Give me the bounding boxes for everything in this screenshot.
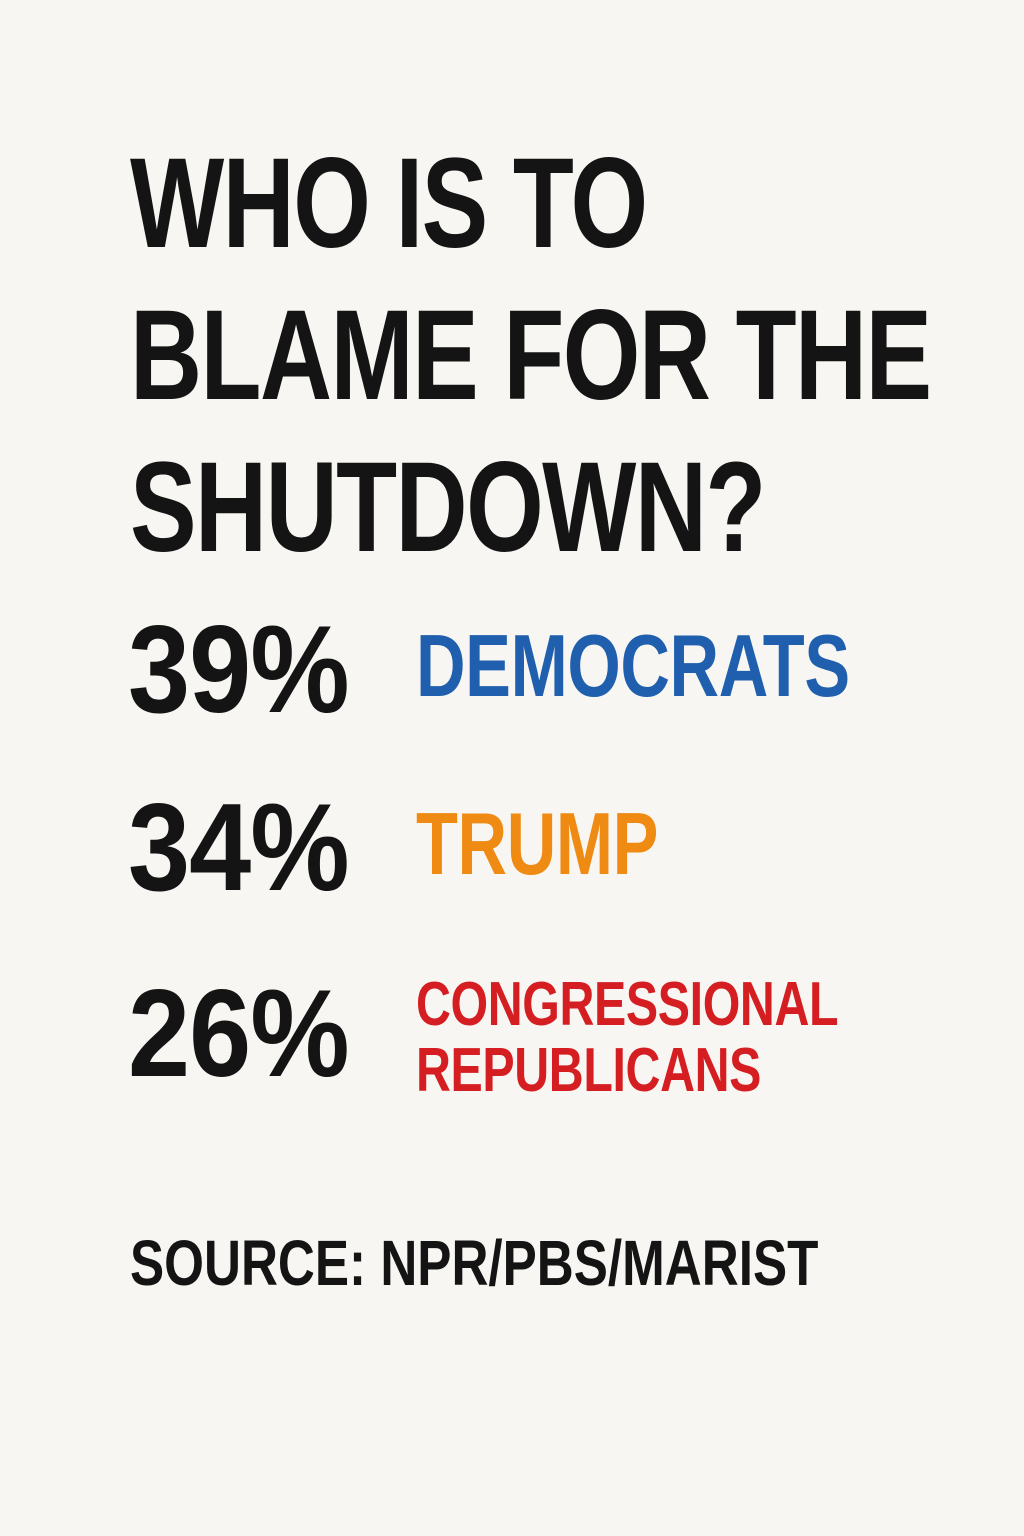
percent-congressional-republicans: 26% [128, 965, 350, 1103]
source-credit: SOURCE: NPR/PBS/MARIST [130, 1227, 819, 1299]
label-congressional: CONGRESSIONAL [416, 970, 839, 1039]
label-democrats: DEMOCRATS [416, 616, 850, 715]
percent-democrats: 39% [128, 601, 350, 739]
headline-line-3: SHUTDOWN? [130, 436, 766, 579]
label-republicans: REPUBLICANS [416, 1036, 762, 1105]
label-congressional-republicans: CONGRESSIONAL REPUBLICANS [416, 970, 839, 1105]
headline: WHO IS TO BLAME FOR THE SHUTDOWN? [130, 128, 932, 584]
headline-line-1: WHO IS TO [130, 132, 648, 275]
percent-trump: 34% [128, 779, 350, 917]
label-trump: TRUMP [416, 794, 659, 893]
headline-line-2: BLAME FOR THE [130, 284, 932, 427]
